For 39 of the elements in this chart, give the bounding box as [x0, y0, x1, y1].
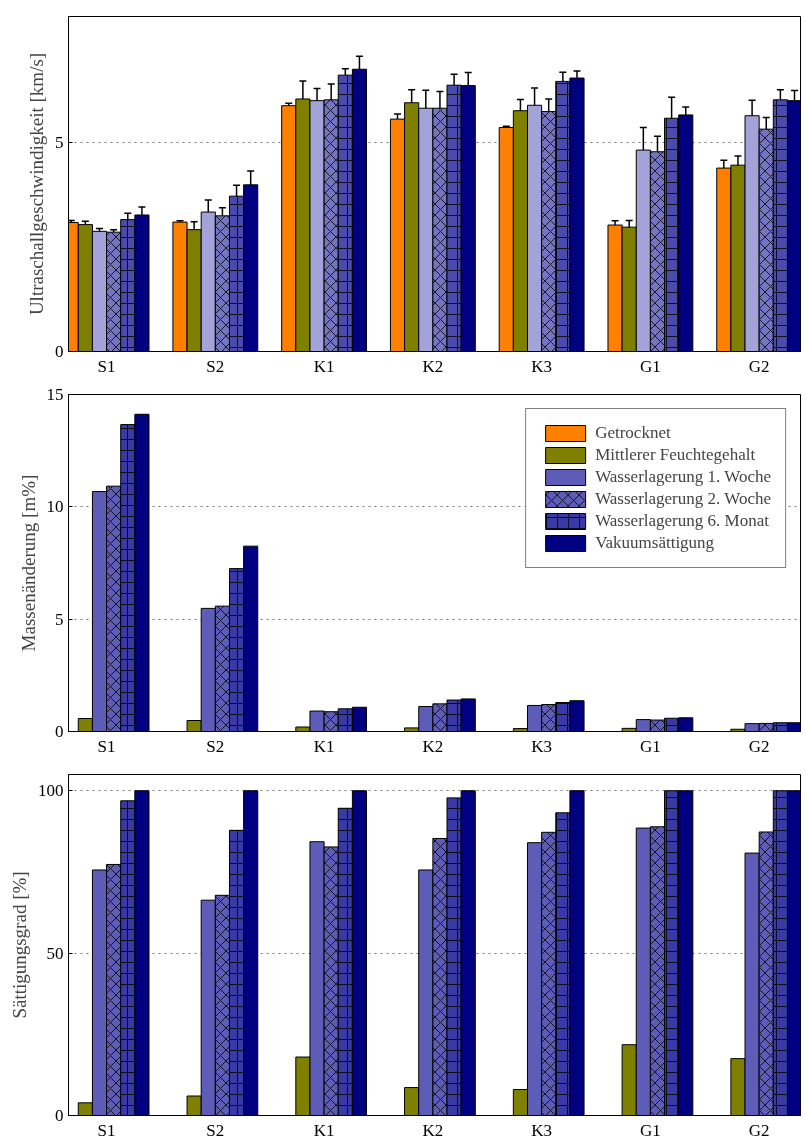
x-tick-label: G2: [748, 736, 770, 756]
x-tick-label: K2: [422, 1120, 444, 1140]
y-tick-label: 50: [46, 943, 64, 963]
x-tick-label: S2: [206, 1120, 225, 1140]
y-axis-title: Ultraschallgeschwindigkeit [km/s]: [26, 52, 47, 316]
x-tick-label: K2: [422, 356, 444, 376]
y-tick-label: 10: [46, 497, 64, 517]
x-tick-label: S2: [206, 356, 225, 376]
x-tick-label: K1: [313, 356, 335, 376]
y-tick-label: 5: [55, 132, 64, 152]
y-tick-label: 0: [55, 342, 64, 361]
x-tick-label: G1: [640, 356, 661, 376]
y-axis-title: Sättigungsgrad [%]: [9, 871, 30, 1019]
x-tick-label: K3: [531, 1120, 553, 1140]
x-tick-label: G1: [640, 736, 661, 756]
y-axis-title: Massenänderung [m%]: [17, 474, 39, 652]
y-tick-label: 100: [38, 781, 64, 801]
legend-label: Wasserlagerung 1. Woche: [595, 467, 771, 487]
x-tick-label: K1: [313, 736, 335, 756]
legend-label: Wasserlagerung 6. Monat: [595, 511, 769, 531]
x-tick-label: S1: [97, 356, 116, 376]
x-tick-label: S2: [206, 736, 225, 756]
x-tick-label: K3: [531, 356, 553, 376]
legend-label: Mittlerer Feuchtegehalt: [595, 445, 756, 465]
y-tick-label: 0: [55, 722, 64, 741]
y-tick-label: 5: [55, 609, 64, 629]
legend-label: Getrocknet: [595, 423, 671, 443]
y-tick-label: 15: [46, 385, 64, 404]
legend-label: Vakuumsättigung: [595, 533, 715, 553]
x-tick-label: G2: [748, 1120, 770, 1140]
x-tick-label: K3: [531, 736, 553, 756]
x-tick-label: K1: [313, 1120, 335, 1140]
y-tick-label: 0: [55, 1106, 64, 1125]
x-tick-label: S1: [97, 736, 116, 756]
x-tick-label: G2: [748, 356, 770, 376]
legend-label: Wasserlagerung 2. Woche: [595, 489, 771, 509]
x-tick-label: S1: [97, 1120, 116, 1140]
x-tick-label: G1: [640, 1120, 661, 1140]
x-tick-label: K2: [422, 736, 444, 756]
